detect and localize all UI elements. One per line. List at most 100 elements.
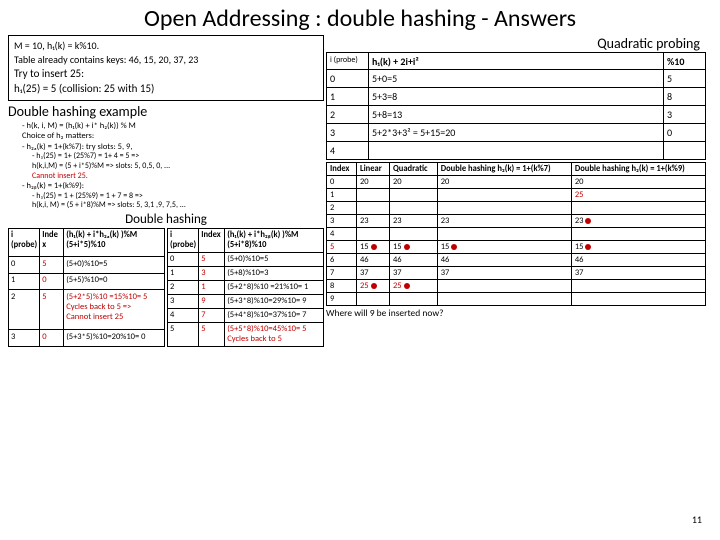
- table-cell: 4: [327, 228, 357, 241]
- table-cell: (5+0)%10=5: [64, 257, 165, 274]
- index-table: Index Linear Quadratic Double hashing h₂…: [326, 162, 706, 306]
- table-cell: [437, 293, 571, 306]
- table-cell: 20: [389, 176, 437, 189]
- table-cell: (5+5)%10=0: [64, 273, 165, 290]
- dh-table-b: i (probe) Index (h₁(k) + i*h₂ᵦ(k) )%M (5…: [167, 228, 324, 347]
- table-cell: [389, 202, 437, 215]
- table-cell: [357, 202, 390, 215]
- table-cell: 4: [327, 142, 369, 160]
- table-cell: 15: [437, 241, 571, 254]
- dh-heading: Double hashing: [8, 212, 324, 227]
- table-cell: 3: [199, 266, 225, 280]
- dot-icon: [585, 244, 591, 250]
- page-number: 11: [692, 513, 702, 526]
- table-cell: 5: [168, 322, 199, 346]
- quadratic-table: i (probe) h₁(k) + 2i+i² %10 05+0=55 15+3…: [326, 52, 706, 160]
- table-cell: [389, 228, 437, 241]
- table-cell: 46: [571, 254, 705, 267]
- table-cell: (5+0)%10=5: [225, 252, 324, 266]
- dot-icon: [451, 244, 457, 250]
- table-cell: 3: [327, 124, 369, 142]
- setup-l2: Table already contains keys: 46, 15, 20,…: [14, 54, 318, 67]
- table-cell: 1: [168, 266, 199, 280]
- dot-icon: [371, 283, 377, 289]
- table-cell: 46: [357, 254, 390, 267]
- table-cell: [664, 142, 706, 160]
- dot-icon: [404, 244, 410, 250]
- table-cell: 0: [9, 257, 40, 274]
- table-cell: [389, 189, 437, 202]
- page-title: Open Addressing : double hashing - Answe…: [0, 0, 720, 35]
- table-cell: 46: [389, 254, 437, 267]
- table-cell: [571, 280, 705, 293]
- table-cell: 5: [327, 241, 357, 254]
- table-cell: 1: [327, 189, 357, 202]
- dot-icon: [371, 244, 377, 250]
- dot-icon: [404, 283, 410, 289]
- table-cell: 5: [199, 322, 225, 346]
- left-column: M = 10, h₁(k) = k%10. Table already cont…: [8, 35, 324, 347]
- table-cell: (5+4*8)%10=37%10= 7: [225, 308, 324, 322]
- table-cell: [437, 228, 571, 241]
- table-cell: 23: [389, 215, 437, 228]
- qp-title: Quadratic probing: [326, 35, 706, 52]
- dhb-h0: i (probe): [168, 228, 199, 252]
- table-cell: 8: [327, 280, 357, 293]
- table-cell: [571, 293, 705, 306]
- table-cell: [437, 280, 571, 293]
- setup-box: M = 10, h₁(k) = k%10. Table already cont…: [8, 35, 324, 101]
- table-cell: 37: [437, 267, 571, 280]
- table-cell: 8: [664, 88, 706, 106]
- table-cell: 5+0=5: [369, 70, 664, 88]
- qp-h0: i (probe): [327, 53, 369, 70]
- table-cell: 4: [168, 308, 199, 322]
- footer-question: Where will 9 be inserted now?: [326, 307, 706, 319]
- content-area: M = 10, h₁(k) = k%10. Table already cont…: [0, 35, 720, 347]
- table-cell: (5+3*8)%10=29%10= 9: [225, 294, 324, 308]
- table-cell: 0: [664, 124, 706, 142]
- table-cell: 37: [389, 267, 437, 280]
- dh-example-heading: Double hashing example: [8, 103, 324, 120]
- table-cell: 0: [40, 273, 64, 290]
- setup-l4: h₁(25) = 5 (collision: 25 with 15): [14, 82, 318, 96]
- setup-l3: Try to insert 25:: [14, 67, 318, 81]
- dha-h0: i (probe): [9, 228, 40, 256]
- table-cell: 20: [437, 176, 571, 189]
- table-cell: [357, 189, 390, 202]
- right-column: Quadratic probing i (probe) h₁(k) + 2i+i…: [326, 35, 706, 347]
- table-cell: 1: [199, 280, 225, 294]
- table-cell: 23: [357, 215, 390, 228]
- dh-ex-l1: - h(k, i, M) = (h₁(k) + i* h₂(k)) % M: [22, 121, 324, 132]
- table-cell: 0: [327, 176, 357, 189]
- dha-h2: (h₁(k) + i*h₂ₐ(k) )%M (5+i*5)%10: [64, 228, 165, 256]
- table-cell: (5+8)%10=3: [225, 266, 324, 280]
- setup-l1: M = 10, h₁(k) = k%10.: [14, 40, 318, 53]
- table-cell: (5+3*5)%10=20%10= 0: [64, 330, 165, 347]
- table-cell: 3: [327, 215, 357, 228]
- table-cell: [571, 202, 705, 215]
- qp-h1: h₁(k) + 2i+i²: [369, 53, 664, 70]
- table-cell: 25: [571, 189, 705, 202]
- table-cell: 7: [199, 308, 225, 322]
- table-cell: 5+3=8: [369, 88, 664, 106]
- dhb-h1: Index: [199, 228, 225, 252]
- table-cell: 3: [9, 330, 40, 347]
- table-cell: 2: [327, 202, 357, 215]
- table-cell: [369, 142, 664, 160]
- table-cell: 2: [168, 280, 199, 294]
- table-cell: [571, 228, 705, 241]
- table-cell: [437, 202, 571, 215]
- table-cell: 0: [40, 330, 64, 347]
- table-cell: 2: [9, 290, 40, 330]
- dhb-h2: (h₁(k) + i*h₂ᵦ(k) )%M (5+i*8)%10: [225, 228, 324, 252]
- table-cell: 3: [664, 106, 706, 124]
- table-cell: 7: [327, 267, 357, 280]
- table-cell: 9: [327, 293, 357, 306]
- table-cell: 15: [571, 241, 705, 254]
- table-cell: [357, 293, 390, 306]
- table-cell: 20: [357, 176, 390, 189]
- table-cell: 25: [389, 280, 437, 293]
- table-cell: 5: [40, 257, 64, 274]
- table-cell: 1: [9, 273, 40, 290]
- table-cell: 5: [40, 290, 64, 330]
